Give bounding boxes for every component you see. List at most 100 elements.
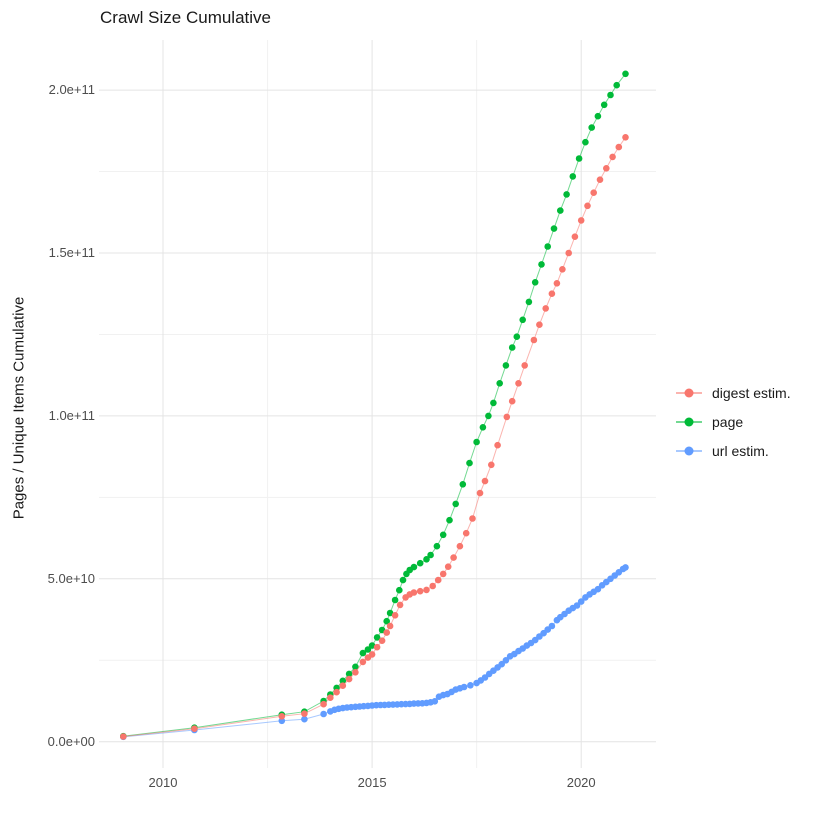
data-point <box>563 191 570 198</box>
data-point <box>565 249 572 257</box>
data-point <box>373 634 381 641</box>
data-point <box>359 658 367 666</box>
data-point <box>333 688 340 696</box>
legend-label: url estim. <box>712 442 769 459</box>
series-page <box>120 70 629 740</box>
data-point <box>352 663 359 671</box>
legend-key-dot-icon <box>684 388 694 397</box>
data-point <box>452 500 460 508</box>
data-point <box>373 643 381 651</box>
data-point <box>399 576 407 584</box>
legend-item: url estim. <box>676 436 791 465</box>
y-axis-tick-label: 5.0e+10 <box>47 570 95 586</box>
data-point <box>339 677 347 685</box>
data-point <box>396 601 404 609</box>
data-point <box>575 155 583 162</box>
series-url-estim <box>120 564 629 741</box>
legend-label: digest estim. <box>712 384 791 401</box>
data-point <box>584 202 591 210</box>
x-axis-tick-label: 2020 <box>566 775 596 790</box>
data-point <box>508 397 516 405</box>
data-point <box>301 710 308 717</box>
data-point <box>502 657 510 664</box>
data-point <box>460 683 468 691</box>
data-point <box>359 649 367 657</box>
data-point <box>519 316 526 324</box>
data-point <box>191 725 198 732</box>
data-point <box>490 399 497 407</box>
data-point <box>383 629 391 636</box>
data-point <box>496 380 504 387</box>
x-axis-tick-label: 2015 <box>357 775 387 790</box>
data-point <box>508 344 516 351</box>
data-point <box>446 516 453 524</box>
data-point <box>320 700 327 708</box>
data-point <box>557 207 564 214</box>
data-point <box>502 362 510 369</box>
data-point <box>429 582 437 590</box>
data-point <box>459 481 467 488</box>
data-point <box>594 112 602 120</box>
data-point <box>609 153 616 161</box>
data-point <box>559 266 566 273</box>
data-point <box>345 675 353 683</box>
legend-item: page <box>676 407 791 436</box>
data-point <box>439 531 447 539</box>
data-point <box>320 710 327 718</box>
data-point <box>485 412 492 420</box>
data-point <box>473 438 480 446</box>
data-point <box>391 596 399 604</box>
data-point <box>571 233 579 240</box>
legend-key-dot-icon <box>684 417 694 426</box>
data-point <box>476 489 484 497</box>
legend-key-icon <box>676 414 702 430</box>
data-point <box>531 279 539 286</box>
data-point <box>481 477 489 485</box>
legend-label: page <box>712 413 744 430</box>
data-point <box>368 642 376 649</box>
data-point <box>431 698 439 705</box>
data-point <box>410 589 418 596</box>
data-point <box>577 217 585 224</box>
data-point <box>423 556 430 563</box>
data-point <box>410 563 418 571</box>
data-point <box>577 598 585 605</box>
data-point <box>120 733 127 740</box>
data-point <box>339 682 347 689</box>
data-point <box>450 554 457 561</box>
data-point <box>503 413 511 421</box>
data-point <box>536 321 543 329</box>
x-axis-tick-label: 2010 <box>148 775 178 790</box>
data-point <box>622 70 629 78</box>
data-point <box>439 570 447 578</box>
data-point <box>386 622 394 630</box>
legend-item: digest estim. <box>676 378 791 407</box>
data-point <box>622 134 629 141</box>
data-point <box>596 176 604 183</box>
data-point <box>423 586 430 594</box>
chart-title: Crawl Size Cumulative <box>100 8 271 27</box>
data-point <box>327 694 334 701</box>
data-point <box>345 670 353 678</box>
data-point <box>603 165 610 172</box>
data-point <box>364 646 372 653</box>
data-point <box>434 576 442 584</box>
data-point <box>582 138 589 146</box>
data-point <box>278 713 286 720</box>
data-point <box>622 564 629 571</box>
data-point <box>550 225 558 232</box>
data-point <box>544 243 551 250</box>
data-point <box>600 101 608 109</box>
data-point <box>467 682 474 689</box>
data-point <box>479 424 487 431</box>
data-point <box>615 143 623 151</box>
data-point <box>416 559 424 567</box>
data-point <box>573 602 581 609</box>
data-point <box>590 189 597 196</box>
y-axis-tick-label: 2.0e+11 <box>48 82 95 98</box>
data-point <box>613 81 620 89</box>
legend: digest estim. page url estim. <box>676 378 791 465</box>
data-point <box>427 551 434 559</box>
